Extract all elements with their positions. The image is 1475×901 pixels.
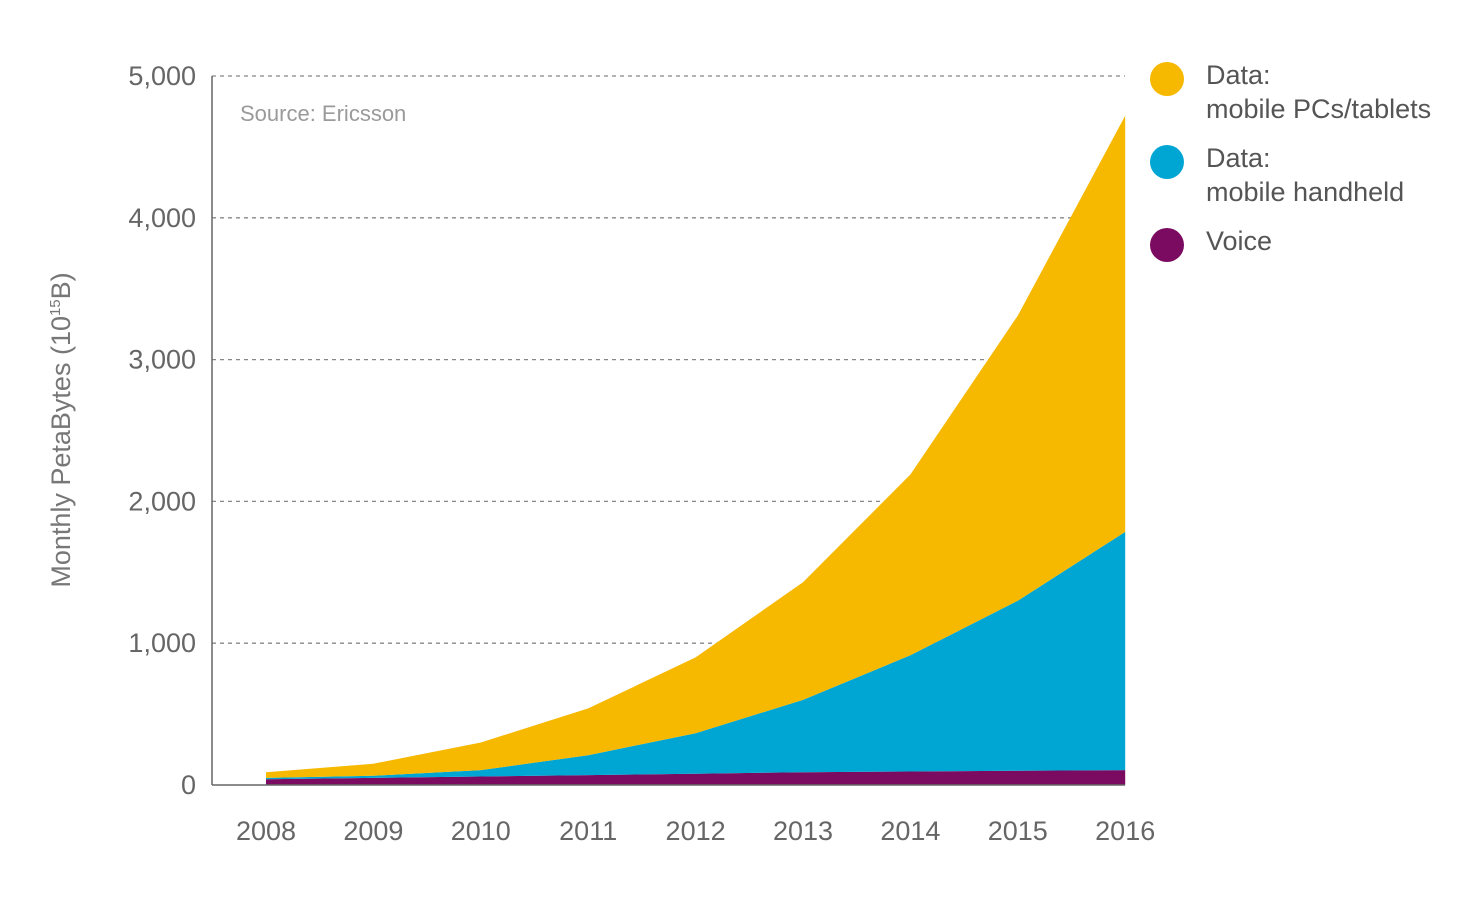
legend-label-pcs-tablets-line2: mobile PCs/tablets bbox=[1206, 94, 1432, 124]
y-tick-labels: 0 1,000 2,000 3,000 4,000 5,000 bbox=[128, 61, 196, 800]
x-tick-label: 2015 bbox=[988, 816, 1048, 846]
legend-item-pcs-tablets: Data: mobile PCs/tablets bbox=[1150, 58, 1470, 126]
y-tick-label: 3,000 bbox=[128, 345, 196, 375]
legend-swatch-pcs-tablets bbox=[1150, 62, 1184, 96]
x-tick-label: 2012 bbox=[666, 816, 726, 846]
legend-swatch-voice bbox=[1150, 228, 1184, 262]
legend-label-handheld-line1: Data: bbox=[1206, 143, 1271, 173]
legend-label-voice: Voice bbox=[1206, 226, 1273, 256]
area-data-mobile-pcs-tablets bbox=[266, 115, 1126, 778]
area-series bbox=[266, 115, 1126, 785]
x-tick-label: 2014 bbox=[880, 816, 940, 846]
y-tick-label: 5,000 bbox=[128, 61, 196, 91]
x-tick-labels: 2008 2009 2010 2011 2012 2013 2014 2015 2016 bbox=[236, 816, 1155, 846]
y-tick-label: 1,000 bbox=[128, 628, 196, 658]
axes bbox=[211, 76, 1125, 786]
x-tick-label: 2011 bbox=[559, 816, 617, 846]
legend-label-pcs-tablets-line1: Data: bbox=[1206, 60, 1271, 90]
x-tick-label: 2008 bbox=[236, 816, 296, 846]
y-tick-label: 2,000 bbox=[128, 486, 196, 516]
area-data-mobile-handheld bbox=[266, 531, 1126, 780]
source-annotation: Source: Ericsson bbox=[240, 101, 406, 126]
area-voice bbox=[266, 770, 1126, 785]
y-axis-title: Monthly PetaBytes (1015B) bbox=[46, 272, 76, 587]
x-tick-label: 2009 bbox=[343, 816, 403, 846]
legend-swatch-handheld bbox=[1150, 145, 1184, 179]
x-tick-label: 2016 bbox=[1095, 816, 1155, 846]
legend-label-handheld-line2: mobile handheld bbox=[1206, 177, 1405, 207]
legend: Data: mobile PCs/tablets Data: mobile ha… bbox=[1150, 58, 1470, 273]
x-tick-label: 2013 bbox=[773, 816, 833, 846]
x-tick-label: 2010 bbox=[451, 816, 511, 846]
y-tick-label: 4,000 bbox=[128, 203, 196, 233]
y-tick-label: 0 bbox=[181, 770, 196, 800]
legend-item-voice: Voice bbox=[1150, 224, 1470, 262]
legend-item-handheld: Data: mobile handheld bbox=[1150, 141, 1470, 209]
